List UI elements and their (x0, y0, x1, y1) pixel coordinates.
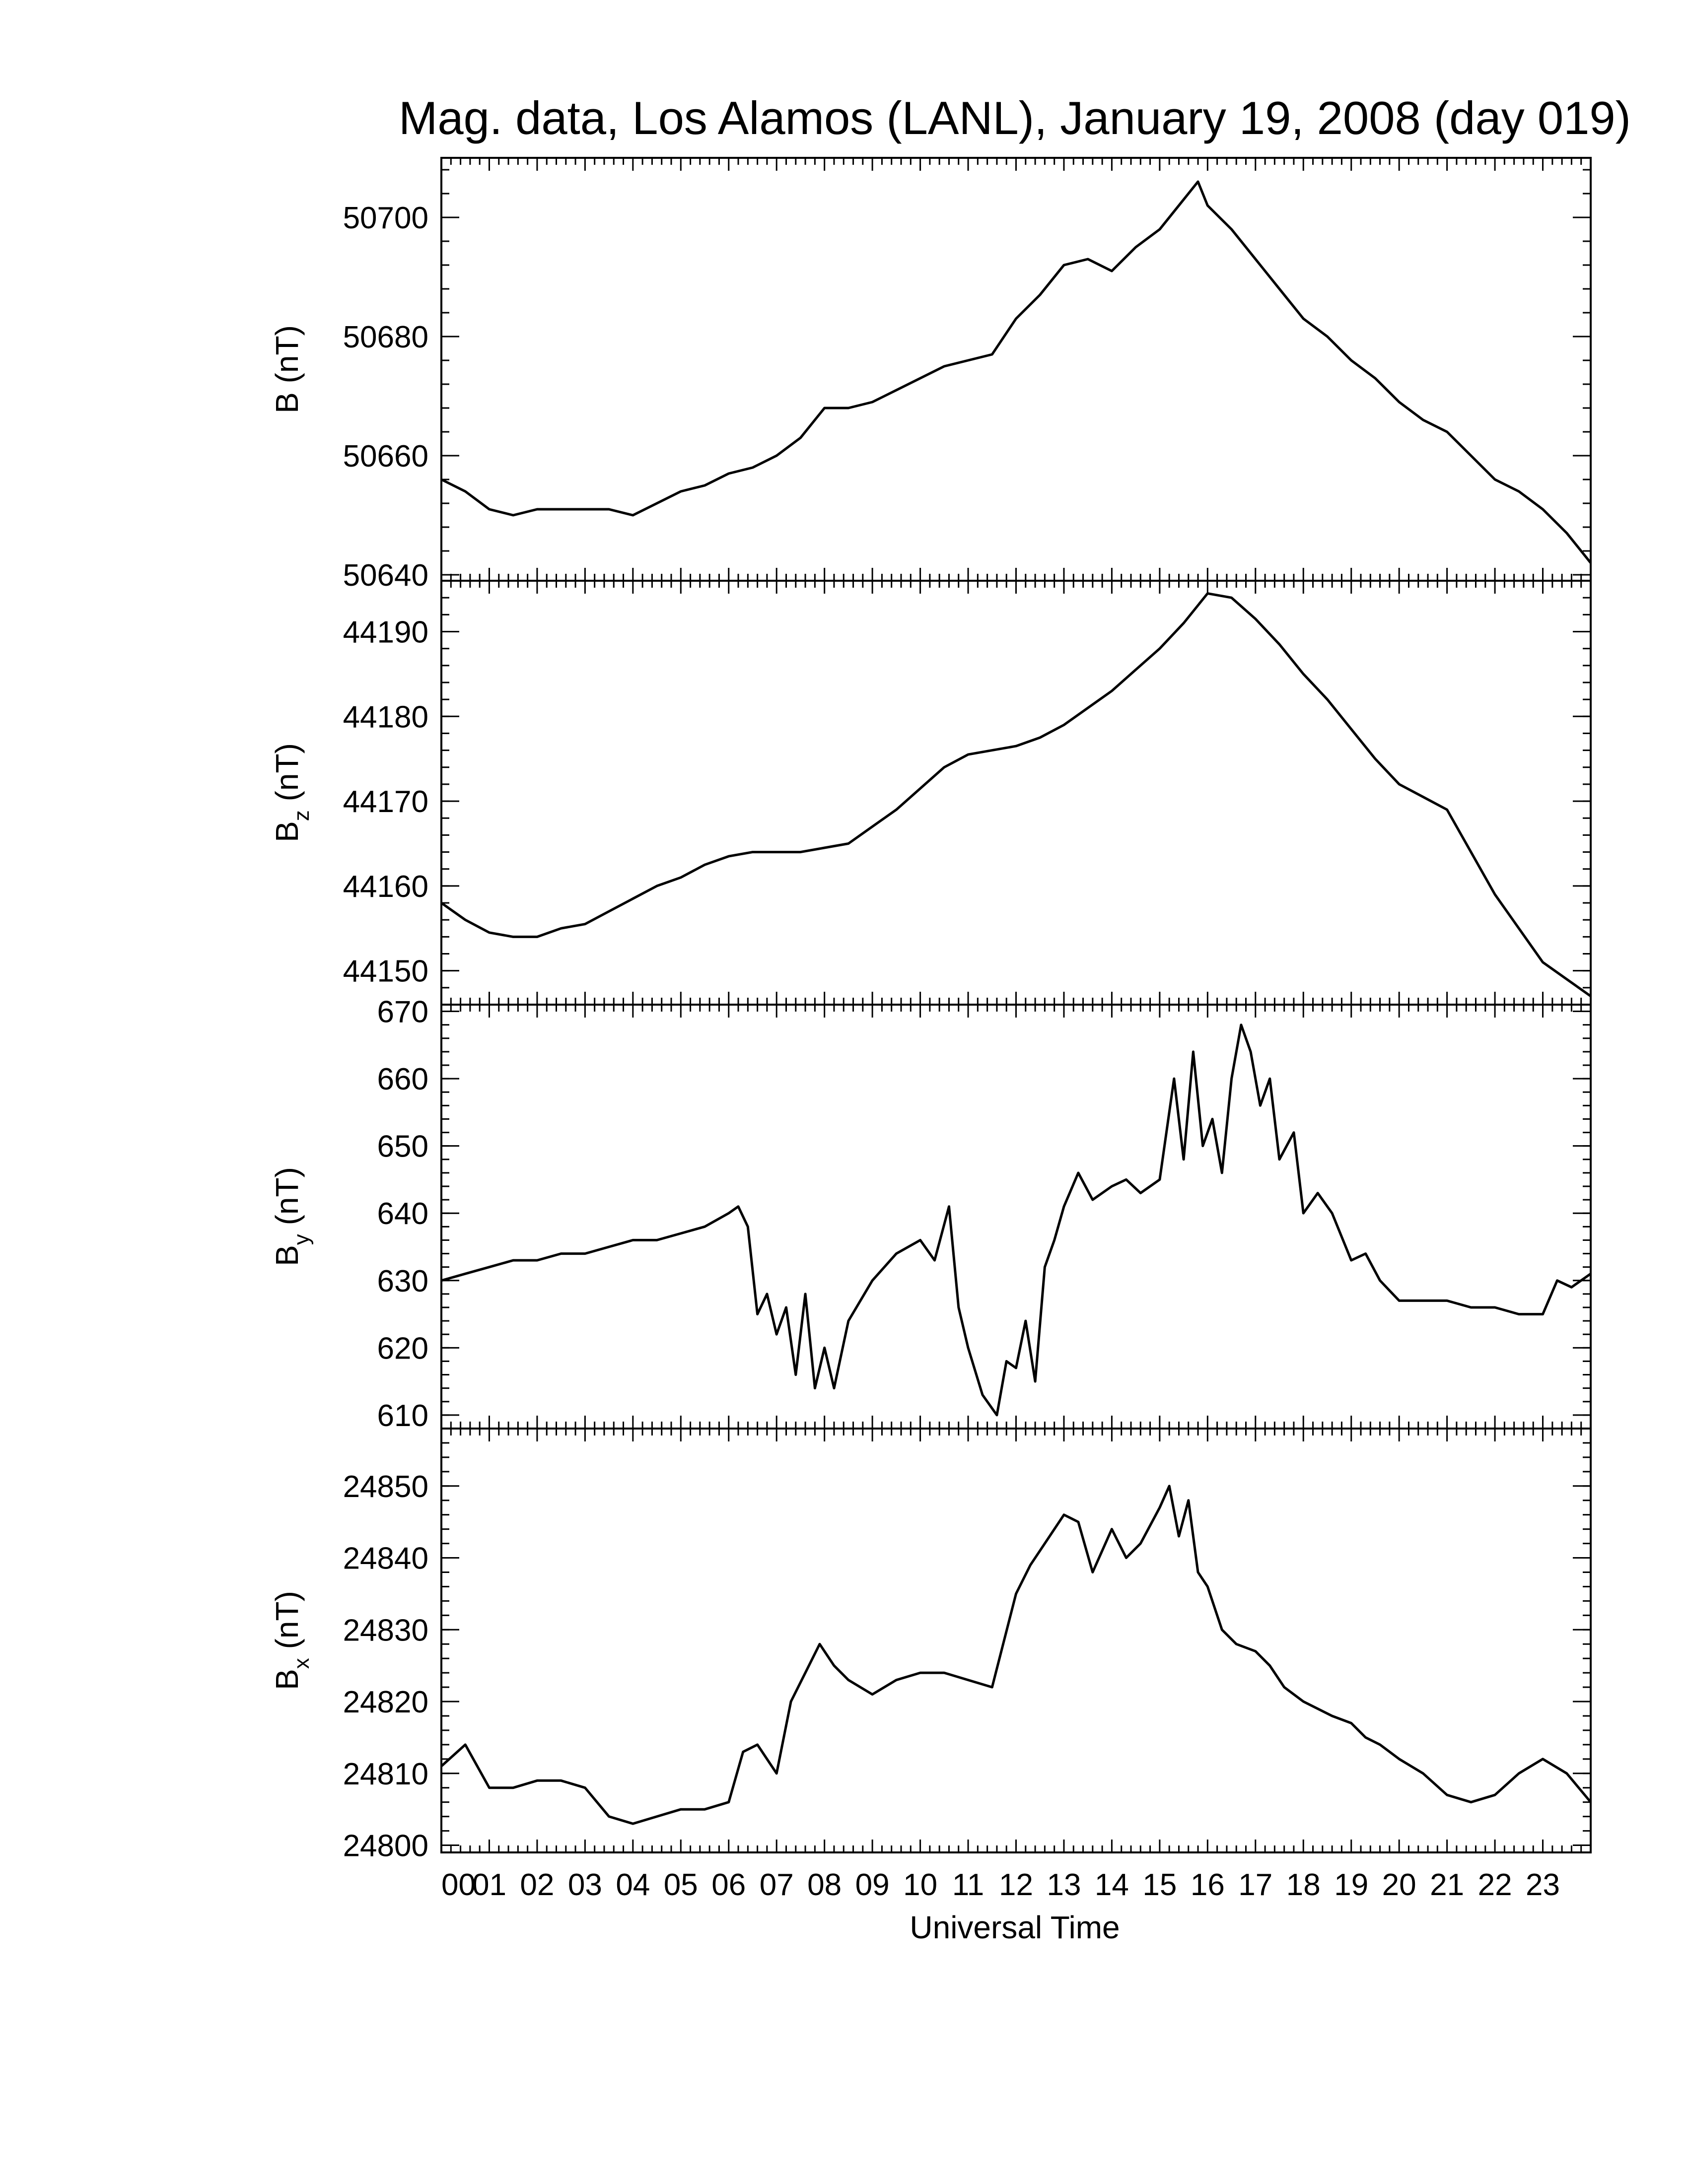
x-tick-label: 00 (441, 1868, 476, 1902)
y-axis-label-Bz: Bz (nT) (269, 743, 314, 842)
y-tick-label: 610 (377, 1399, 428, 1433)
y-tick-label: 50700 (343, 201, 428, 235)
y-tick-label: 44190 (343, 615, 428, 649)
x-axis-label: Universal Time (910, 1910, 1120, 1945)
y-tick-label: 650 (377, 1130, 428, 1164)
y-tick-label: 640 (377, 1197, 428, 1231)
x-tick-label: 17 (1238, 1868, 1272, 1902)
x-tick-label: 14 (1095, 1868, 1129, 1902)
series-line-B (440, 180, 1592, 564)
panel-frame (440, 1428, 1592, 1853)
x-tick-label: 21 (1430, 1868, 1464, 1902)
x-tick-label: 13 (1047, 1868, 1081, 1902)
panel-Bx: 24800 24810 24820 24830 24840 24850 Bx (nT) (269, 1428, 1592, 1863)
y-tick-label: 50660 (343, 439, 428, 474)
series-line-By (441, 1024, 1592, 1417)
y-tick-label: 670 (377, 995, 428, 1029)
y-tick-label: 24840 (343, 1542, 428, 1576)
x-tick-label: 10 (903, 1868, 937, 1902)
x-tick-label: 04 (616, 1868, 650, 1902)
y-tick-label: 24810 (343, 1757, 428, 1791)
y-tick-label: 24850 (343, 1470, 428, 1504)
y-tick-label: 24820 (343, 1685, 428, 1719)
x-tick-label: 16 (1191, 1868, 1225, 1902)
series-line-Bx (440, 1485, 1592, 1825)
y-axis-label-Bx: Bx (nT) (269, 1591, 314, 1690)
x-tick-label: 05 (664, 1868, 698, 1902)
x-tick-label: 02 (520, 1868, 554, 1902)
chart-panels: 50640 50660 50680 50700 B (nT) 44150 44160 4417… (269, 157, 1592, 1863)
x-tick-label: 19 (1334, 1868, 1368, 1902)
y-tick-label: 44170 (343, 785, 428, 819)
x-tick-label: 11 (952, 1868, 984, 1902)
x-tick-label: 01 (472, 1868, 506, 1902)
x-tick-label: 15 (1142, 1868, 1177, 1902)
y-tick-label: 660 (377, 1062, 428, 1096)
x-tick-label: 09 (855, 1868, 890, 1902)
x-tick-label: 18 (1286, 1868, 1321, 1902)
y-tick-label: 44150 (343, 955, 428, 989)
y-tick-label: 50680 (343, 320, 428, 354)
x-tick-label: 22 (1478, 1868, 1512, 1902)
y-tick-label: 630 (377, 1264, 428, 1298)
y-tick-label: 50640 (343, 558, 428, 593)
x-tick-label: 12 (999, 1868, 1033, 1902)
x-tick-label: 08 (807, 1868, 842, 1902)
y-tick-label: 44160 (343, 870, 428, 904)
y-axis-label-B: B (nT) (269, 325, 305, 413)
y-tick-label: 44180 (343, 700, 428, 734)
y-tick-label: 24800 (343, 1829, 428, 1863)
x-tick-label: 07 (760, 1868, 794, 1902)
panel-By: 610 620 630 640 650 660 670 By (nT) (269, 995, 1592, 1433)
y-axis-label-By: By (nT) (269, 1167, 314, 1266)
x-tick-label: 20 (1382, 1868, 1416, 1902)
x-tick-label: 03 (568, 1868, 602, 1902)
series-line-Bz (440, 592, 1592, 997)
y-tick-label: 24830 (343, 1613, 428, 1647)
panel-Bz: 44150 44160 44170 44180 44190 Bz (nT) (269, 580, 1592, 1006)
chart-title: Mag. data, Los Alamos (LANL), January 19… (399, 92, 1631, 144)
x-tick-label: 06 (711, 1868, 746, 1902)
y-tick-label: 620 (377, 1331, 428, 1365)
x-tick-label: 23 (1526, 1868, 1560, 1902)
panel-B: 50640 50660 50680 50700 B (nT) (269, 157, 1592, 593)
